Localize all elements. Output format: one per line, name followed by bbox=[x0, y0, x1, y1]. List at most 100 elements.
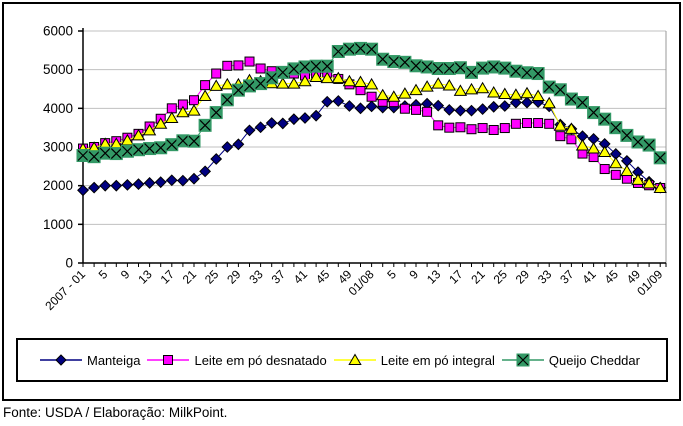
data-point-leite-em-p-desnatado bbox=[444, 122, 455, 133]
data-point-queijo-cheddar bbox=[255, 78, 267, 90]
data-point-queijo-cheddar bbox=[477, 62, 489, 74]
data-point-manteiga bbox=[498, 100, 511, 112]
data-point-manteiga bbox=[487, 100, 500, 113]
x-tick-label: 5 bbox=[384, 267, 399, 282]
data-point-leite-em-p-desnatado bbox=[510, 118, 521, 129]
legend-item-leite-em-p-desnatado: Leite em pó desnatado bbox=[147, 352, 327, 368]
data-point-queijo-cheddar bbox=[466, 66, 477, 78]
data-point-queijo-cheddar bbox=[155, 142, 167, 154]
data-point-manteiga bbox=[432, 99, 445, 112]
x-tick-label: 37 bbox=[269, 267, 289, 287]
data-point-queijo-cheddar bbox=[332, 46, 344, 57]
data-point-queijo-cheddar bbox=[355, 42, 366, 54]
data-point-queijo-cheddar bbox=[377, 53, 389, 65]
data-point-manteiga bbox=[110, 179, 123, 192]
data-point-queijo-cheddar bbox=[432, 63, 444, 74]
x-square-marker-icon bbox=[501, 353, 544, 367]
data-point-leite-em-p-desnatado bbox=[499, 123, 510, 134]
data-point-manteiga bbox=[454, 104, 467, 117]
data-point-queijo-cheddar bbox=[488, 61, 500, 73]
data-point-leite-em-p-integral bbox=[353, 75, 368, 88]
data-point-queijo-cheddar bbox=[144, 143, 156, 154]
data-point-leite-em-p-desnatado bbox=[488, 124, 499, 135]
data-point-queijo-cheddar bbox=[588, 107, 600, 119]
x-tick-label: 01/09 bbox=[634, 267, 665, 298]
x-tick-label: 17 bbox=[158, 267, 178, 287]
data-point-queijo-cheddar bbox=[277, 66, 289, 78]
x-tick-label: 21 bbox=[468, 267, 488, 287]
data-point-manteiga bbox=[210, 153, 223, 165]
data-point-queijo-cheddar bbox=[366, 43, 378, 55]
data-point-queijo-cheddar bbox=[321, 60, 333, 72]
data-point-queijo-cheddar bbox=[554, 84, 566, 96]
data-point-queijo-cheddar bbox=[577, 97, 588, 108]
legend-label: Queijo Cheddar bbox=[548, 352, 640, 368]
x-tick-label: 29 bbox=[513, 267, 533, 287]
data-point-manteiga bbox=[276, 117, 289, 130]
data-point-queijo-cheddar bbox=[388, 56, 400, 67]
data-point-queijo-cheddar bbox=[499, 62, 511, 74]
data-point-queijo-cheddar bbox=[443, 63, 455, 74]
data-point-leite-em-p-desnatado bbox=[477, 123, 488, 134]
data-point-leite-em-p-desnatado bbox=[244, 56, 255, 67]
data-point-leite-em-p-desnatado bbox=[399, 103, 410, 114]
x-tick-label: 13 bbox=[424, 267, 444, 287]
data-point-leite-em-p-desnatado bbox=[544, 118, 555, 129]
data-point-leite-em-p-integral bbox=[154, 117, 168, 129]
data-point-queijo-cheddar bbox=[621, 129, 633, 141]
data-point-leite-em-p-integral bbox=[653, 181, 667, 193]
data-point-queijo-cheddar bbox=[643, 139, 655, 151]
data-point-queijo-cheddar bbox=[210, 107, 222, 119]
data-point-leite-em-p-integral bbox=[586, 142, 601, 154]
data-point-leite-em-p-integral bbox=[142, 123, 157, 136]
data-point-leite-em-p-integral bbox=[420, 80, 434, 92]
data-point-leite-em-p-integral bbox=[376, 88, 390, 101]
x-tick-label: 5 bbox=[96, 267, 111, 282]
data-point-queijo-cheddar bbox=[399, 56, 411, 68]
data-point-queijo-cheddar bbox=[565, 93, 577, 105]
data-point-manteiga bbox=[121, 178, 134, 191]
data-point-leite-em-p-desnatado bbox=[610, 169, 621, 180]
data-point-queijo-cheddar bbox=[521, 67, 533, 79]
diamond-marker-icon bbox=[40, 354, 82, 366]
x-tick-label: 21 bbox=[180, 267, 200, 287]
data-point-leite-em-p-desnatado bbox=[255, 63, 266, 74]
data-point-leite-em-p-integral bbox=[598, 145, 612, 158]
data-point-manteiga bbox=[365, 100, 378, 113]
x-tick-label: 01/08 bbox=[346, 267, 377, 298]
data-point-manteiga bbox=[199, 165, 212, 178]
chart-frame bbox=[2, 2, 681, 401]
x-tick-label: 45 bbox=[313, 267, 333, 287]
data-point-manteiga bbox=[521, 96, 533, 109]
x-tick-label: 41 bbox=[579, 267, 599, 287]
data-point-leite-em-p-integral bbox=[176, 105, 190, 118]
data-point-leite-em-p-integral bbox=[509, 88, 523, 100]
data-point-leite-em-p-integral bbox=[553, 119, 567, 131]
data-point-leite-em-p-integral bbox=[364, 77, 379, 90]
data-point-queijo-cheddar bbox=[177, 135, 189, 147]
data-point-queijo-cheddar bbox=[232, 84, 244, 96]
data-point-manteiga bbox=[221, 141, 234, 153]
y-tick-label: 1000 bbox=[43, 217, 73, 232]
data-point-leite-em-p-integral bbox=[209, 79, 223, 91]
data-point-leite-em-p-integral bbox=[131, 128, 146, 141]
x-tick-label: 41 bbox=[291, 267, 311, 287]
data-point-leite-em-p-integral bbox=[464, 82, 479, 95]
data-point-leite-em-p-desnatado bbox=[211, 68, 222, 79]
data-point-manteiga bbox=[188, 172, 200, 185]
data-point-queijo-cheddar bbox=[188, 135, 200, 147]
data-point-queijo-cheddar bbox=[599, 113, 611, 125]
data-point-queijo-cheddar bbox=[133, 144, 144, 156]
data-point-leite-em-p-integral bbox=[309, 70, 323, 83]
data-point-manteiga bbox=[143, 177, 156, 189]
data-point-leite-em-p-desnatado bbox=[200, 80, 211, 91]
data-point-manteiga bbox=[287, 113, 300, 126]
data-point-queijo-cheddar bbox=[654, 152, 666, 164]
legend-label: Leite em pó desnatado bbox=[194, 352, 327, 368]
y-tick-label: 5000 bbox=[43, 62, 73, 77]
data-point-manteiga bbox=[176, 174, 189, 187]
data-point-leite-em-p-desnatado bbox=[233, 60, 244, 71]
x-tick-label: 45 bbox=[602, 267, 622, 287]
data-point-leite-em-p-integral bbox=[276, 77, 290, 89]
data-point-leite-em-p-integral bbox=[431, 77, 445, 89]
